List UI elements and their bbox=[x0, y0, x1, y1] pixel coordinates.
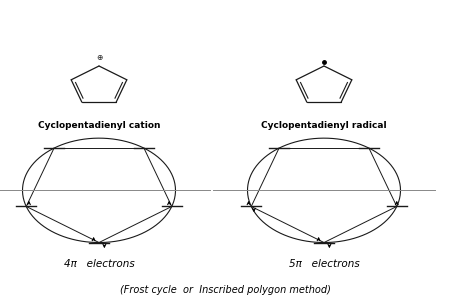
Text: Cyclopentadienyl radical: Cyclopentadienyl radical bbox=[261, 121, 387, 130]
Text: (Frost cycle  or  Inscribed polygon method): (Frost cycle or Inscribed polygon method… bbox=[120, 285, 330, 295]
Text: ⊕: ⊕ bbox=[96, 53, 102, 62]
Text: 4π   electrons: 4π electrons bbox=[63, 259, 135, 270]
Text: Cyclopentadienyl cation: Cyclopentadienyl cation bbox=[38, 121, 160, 130]
Text: 5π   electrons: 5π electrons bbox=[288, 259, 360, 270]
